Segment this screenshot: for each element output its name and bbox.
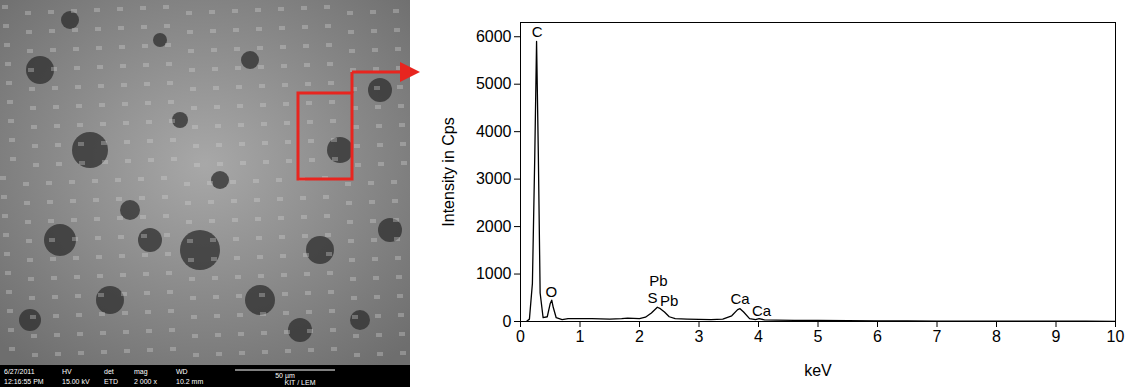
svg-text:3: 3 (695, 328, 704, 345)
svg-text:6: 6 (873, 328, 882, 345)
svg-text:2: 2 (635, 328, 644, 345)
svg-text:1000: 1000 (476, 265, 512, 282)
svg-text:Ca: Ca (730, 290, 750, 307)
svg-text:2 000 x: 2 000 x (134, 378, 157, 385)
svg-text:6/27/2011: 6/27/2011 (4, 368, 35, 375)
svg-text:4000: 4000 (476, 123, 512, 140)
svg-text:Pb: Pb (649, 272, 667, 289)
svg-text:15.00 kV: 15.00 kV (62, 378, 90, 385)
svg-text:C: C (532, 23, 543, 40)
svg-text:Pb: Pb (660, 292, 678, 309)
svg-text:0: 0 (503, 313, 512, 330)
svg-text:6000: 6000 (476, 28, 512, 45)
svg-text:3000: 3000 (476, 170, 512, 187)
svg-text:50 µm: 50 µm (275, 372, 295, 379)
svg-text:2000: 2000 (476, 218, 512, 235)
svg-text:mag: mag (134, 368, 148, 376)
svg-text:S: S (648, 289, 658, 306)
svg-text:7: 7 (933, 328, 942, 345)
svg-text:10: 10 (1107, 328, 1125, 345)
svg-text:Ca: Ca (752, 302, 772, 319)
svg-text:KIT / LEM: KIT / LEM (285, 379, 316, 386)
svg-text:O: O (546, 283, 558, 300)
svg-text:12:16:55 PM: 12:16:55 PM (4, 378, 44, 385)
svg-text:Intensity in Cps: Intensity in Cps (440, 117, 457, 226)
svg-text:ETD: ETD (104, 378, 118, 385)
svg-text:det: det (104, 368, 114, 375)
svg-text:10.2 mm: 10.2 mm (176, 378, 203, 385)
svg-text:WD: WD (176, 368, 188, 375)
svg-text:1: 1 (576, 328, 585, 345)
svg-text:9: 9 (1052, 328, 1061, 345)
svg-text:8: 8 (992, 328, 1001, 345)
svg-text:5: 5 (814, 328, 823, 345)
svg-text:5000: 5000 (476, 75, 512, 92)
svg-text:0: 0 (516, 328, 525, 345)
svg-text:keV: keV (804, 362, 832, 379)
svg-text:4: 4 (754, 328, 763, 345)
svg-text:HV: HV (62, 368, 72, 375)
